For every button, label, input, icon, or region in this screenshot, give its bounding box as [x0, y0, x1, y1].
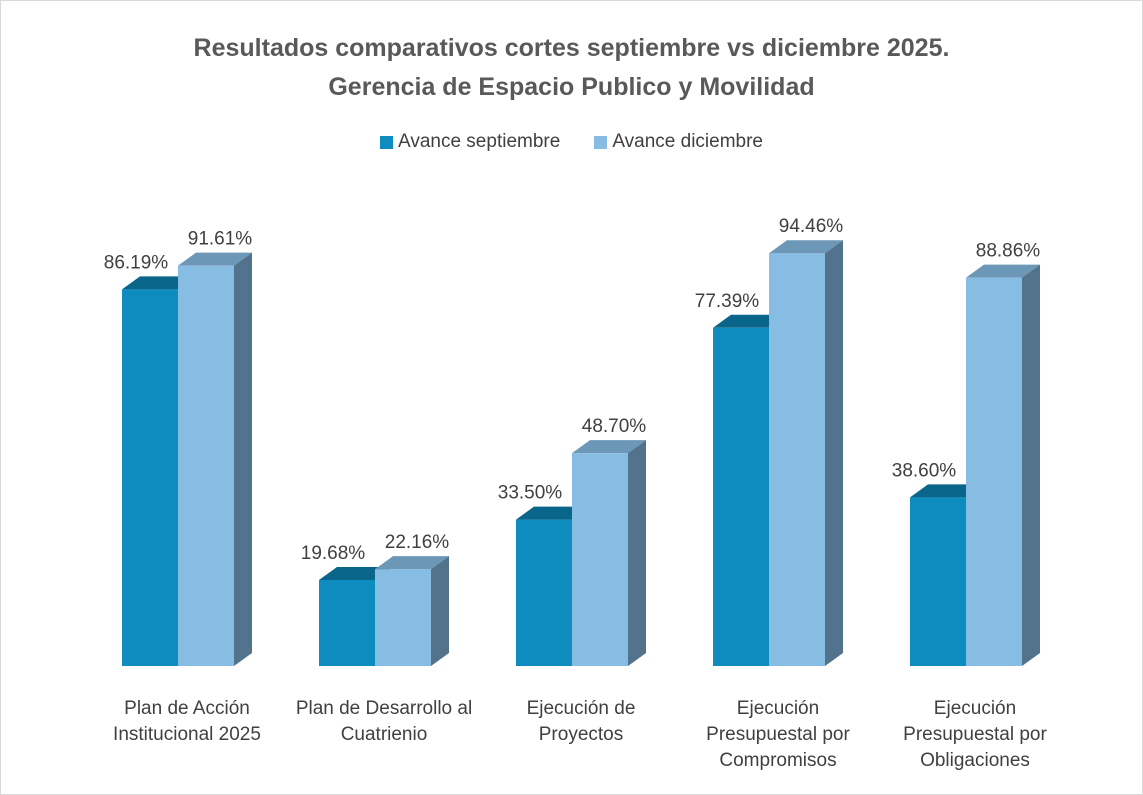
data-label: 48.70%	[582, 416, 647, 437]
x-tick-label: Ejecución de Proyectos	[526, 698, 636, 745]
data-label: 38.60%	[892, 460, 957, 481]
bar-side	[628, 440, 646, 666]
legend-label: Avance septiembre	[398, 131, 561, 152]
bar	[572, 453, 628, 666]
bar	[319, 579, 375, 666]
bar-top	[178, 252, 252, 266]
bar	[769, 253, 825, 667]
bar-side	[234, 252, 252, 666]
chart-subtitle: Gerencia de Espacio Publico y Movilidad	[328, 73, 815, 101]
data-label: 77.39%	[695, 291, 760, 312]
bar	[375, 569, 431, 666]
data-label: 33.50%	[498, 483, 563, 504]
x-tick-label: Ejecución Presupuestal por Compromisos	[706, 698, 850, 771]
bar	[910, 497, 966, 666]
data-label: 19.68%	[301, 543, 366, 564]
data-label: 86.19%	[104, 252, 169, 273]
bar-top	[122, 276, 196, 290]
bar-top	[572, 440, 646, 454]
bar-top	[910, 484, 984, 498]
legend-item: Avance diciembre	[594, 131, 763, 153]
bar-top	[516, 506, 590, 520]
bar-side	[825, 240, 843, 667]
bar-top	[375, 556, 449, 570]
x-tick-label: Ejecución Presupuestal por Obligaciones	[903, 698, 1047, 771]
data-label: 94.46%	[779, 216, 844, 237]
bar	[516, 519, 572, 666]
legend-swatch	[594, 135, 608, 149]
bar	[966, 277, 1022, 666]
bar	[178, 265, 234, 666]
bar	[713, 327, 769, 666]
bar-side	[1022, 264, 1040, 666]
legend-swatch	[380, 135, 393, 149]
bar-top	[713, 314, 787, 328]
bar-side	[431, 556, 449, 666]
legend: Avance septiembre Avance diciembre	[1, 131, 1142, 153]
bar	[122, 289, 178, 666]
bar-top	[319, 566, 393, 580]
x-tick-label: Plan de Desarrollo al Cuatrienio	[295, 698, 473, 745]
bar-top	[966, 264, 1040, 278]
data-label: 88.86%	[976, 241, 1041, 262]
legend-item: Avance septiembre	[380, 131, 560, 153]
data-label: 91.61%	[188, 229, 253, 250]
bar-top	[769, 240, 843, 254]
data-label: 22.16%	[385, 532, 450, 553]
chart-title: Resultados comparativos cortes septiembr…	[193, 34, 950, 62]
legend-label: Avance diciembre	[612, 131, 763, 152]
x-tick-label: Plan de Acción Institucional 2025	[113, 698, 261, 745]
